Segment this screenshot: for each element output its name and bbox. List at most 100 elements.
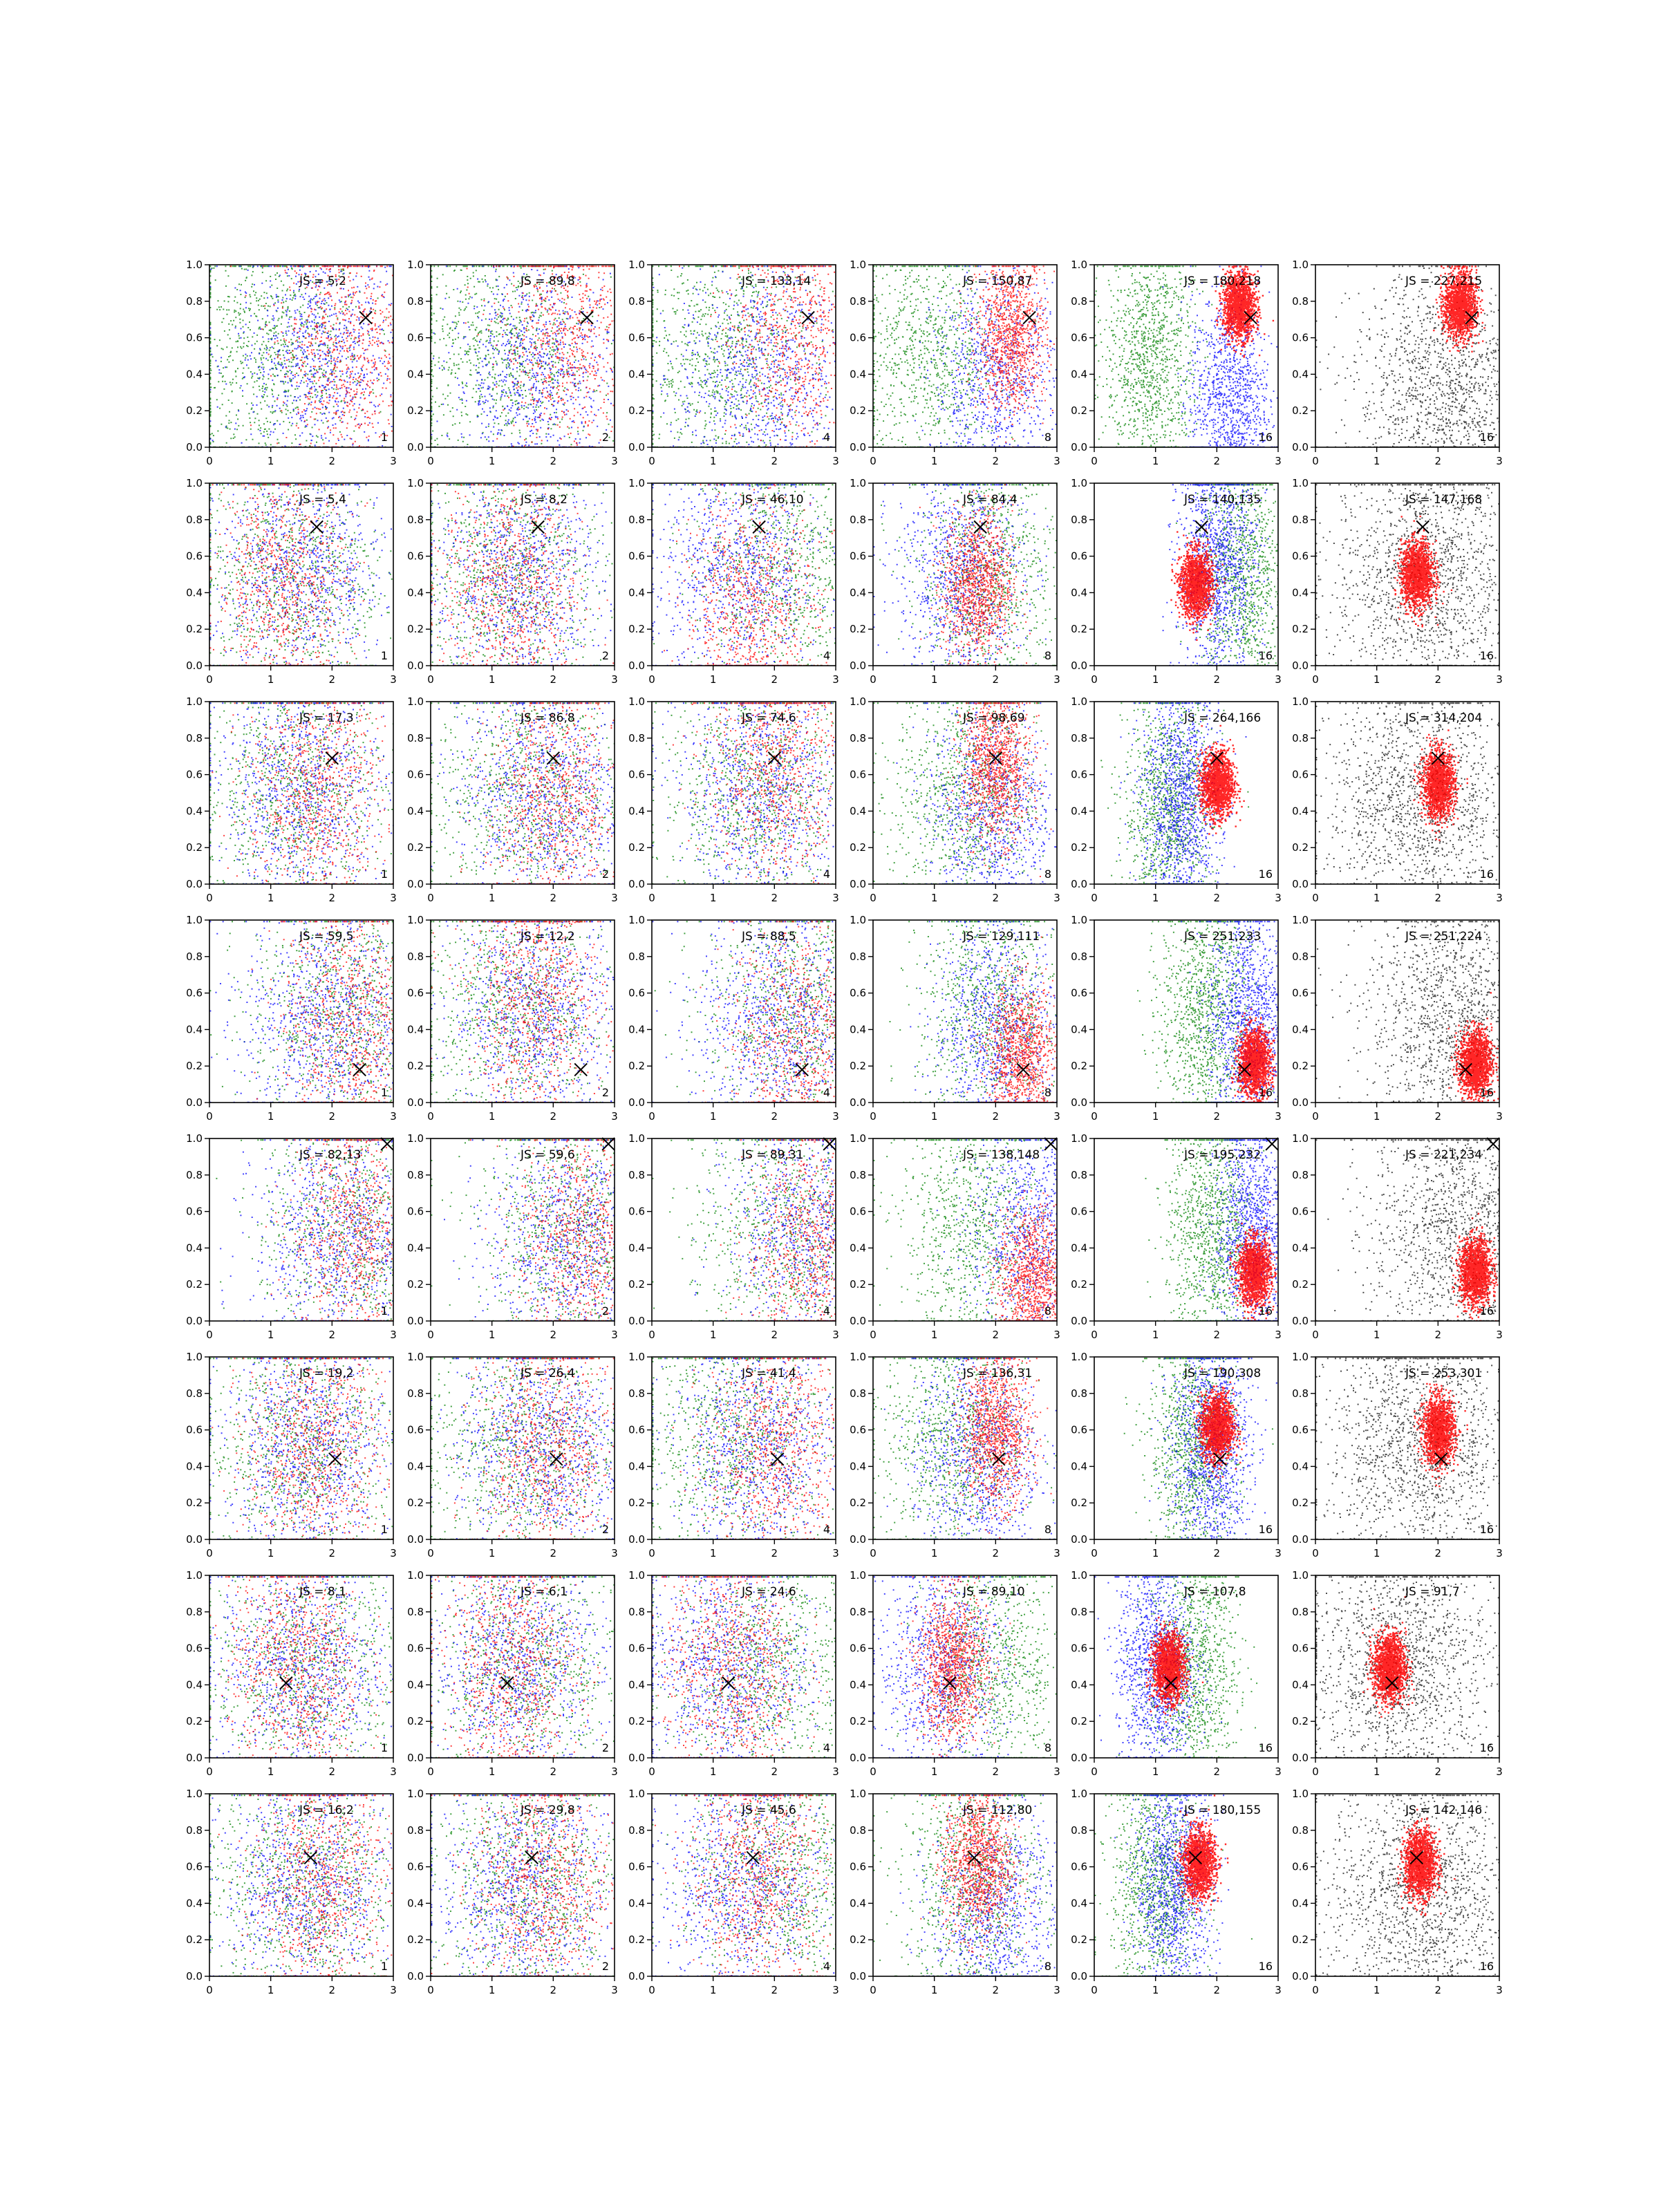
x-tick-label: 1: [931, 1765, 938, 1778]
y-tick-label: 0.4: [628, 805, 645, 817]
y-tick-label: 0.4: [407, 368, 424, 380]
red-points: [700, 921, 836, 1103]
x-tick-label: 2: [993, 673, 1000, 686]
x-tick-label: 3: [1275, 455, 1282, 467]
x-tick-label: 1: [268, 892, 274, 904]
y-tick-label: 0.8: [1071, 1606, 1087, 1618]
y-tick-label: 0.8: [1071, 1169, 1087, 1181]
panel-count-label: 16: [1480, 1086, 1494, 1099]
x-marker-icon: [359, 312, 372, 324]
y-tick-label: 0.4: [186, 368, 203, 380]
panel-count-label: 8: [1044, 431, 1051, 444]
y-tick-label: 0.2: [628, 1497, 645, 1509]
js-annotation: JS = 74,6: [741, 711, 796, 725]
x-marker-icon: [796, 1063, 808, 1076]
black-points: [1315, 702, 1500, 884]
y-tick-label: 1.0: [407, 1569, 424, 1582]
y-tick-label: 0.4: [850, 586, 866, 599]
x-tick-label: 3: [1275, 1984, 1282, 1996]
x-tick-label: 2: [1435, 1547, 1442, 1559]
plot-area: [431, 921, 615, 1103]
red-points-points: [1413, 1376, 1468, 1487]
x-tick-label: 3: [1496, 1765, 1503, 1778]
js-annotation: JS = 89,8: [520, 274, 575, 288]
panel-r7-c2: JS = 6,120 1 2 30.00.20.40.60.81.0: [407, 1569, 618, 1778]
js-annotation: JS = 26,4: [520, 1367, 575, 1380]
y-tick-label: 0.6: [1071, 769, 1087, 781]
y-tick-label: 0.0: [628, 1315, 645, 1327]
y-tick-label: 1.0: [1071, 914, 1087, 926]
x-tick-label: 1: [1152, 892, 1159, 904]
x-marker-icon: [1416, 521, 1429, 533]
y-tick-label: 1.0: [1292, 1132, 1309, 1145]
panel-r2-c1: JS = 5,410 1 2 30.00.20.40.60.81.0: [186, 477, 397, 686]
x-tick-label: 0: [206, 1547, 213, 1559]
red-points-points: [252, 921, 395, 1103]
x-tick-label: 1: [489, 892, 496, 904]
y-tick-label: 0.4: [1292, 1897, 1309, 1909]
x-tick-label: 0: [870, 455, 877, 467]
js-annotation: JS = 142,146: [1405, 1803, 1482, 1817]
y-tick-label: 0.2: [1292, 1933, 1309, 1946]
x-tick-label: 0: [648, 892, 655, 904]
y-tick-label: 0.2: [850, 1060, 866, 1072]
green-points: [1124, 1358, 1274, 1539]
x-tick-label: 0: [870, 1547, 877, 1559]
x-tick-label: 0: [427, 1329, 434, 1341]
y-tick-label: 0.8: [1292, 950, 1309, 963]
x-tick-label: 1: [1152, 1110, 1159, 1123]
plot-area: [1124, 1358, 1277, 1539]
plot-area: [1100, 702, 1249, 884]
red-points-points: [470, 1139, 616, 1321]
js-annotation: JS = 29,8: [520, 1803, 575, 1817]
x-tick-label: 2: [771, 673, 778, 686]
y-tick-label: 1.0: [186, 477, 203, 489]
y-tick-label: 0.8: [1071, 732, 1087, 744]
x-tick-label: 0: [648, 1329, 655, 1341]
y-tick-label: 0.8: [407, 1387, 424, 1400]
red-points-points: [919, 484, 1031, 666]
y-tick-label: 1.0: [850, 477, 866, 489]
y-tick-label: 0.4: [1292, 368, 1309, 380]
blue-points: [209, 702, 394, 884]
green-points: [873, 702, 1058, 884]
js-annotation: JS = 8,2: [520, 493, 568, 507]
red-points-points: [265, 1139, 395, 1321]
y-tick-label: 0.8: [628, 1824, 645, 1837]
x-tick-label: 3: [390, 1110, 397, 1123]
x-tick-label: 0: [206, 1765, 213, 1778]
x-tick-label: 0: [1091, 1547, 1098, 1559]
panel-count-label: 8: [1044, 1086, 1051, 1099]
x-tick-label: 1: [1374, 673, 1380, 686]
y-tick-label: 1.0: [1292, 1351, 1309, 1363]
js-annotation: JS = 8,1: [299, 1585, 346, 1599]
y-tick-label: 0.8: [628, 1606, 645, 1618]
x-tick-label: 2: [771, 1765, 778, 1778]
y-tick-label: 0.4: [1292, 1023, 1309, 1035]
y-tick-label: 0.2: [628, 1278, 645, 1291]
x-tick-label: 2: [550, 673, 557, 686]
js-annotation: JS = 84,4: [962, 493, 1018, 507]
y-tick-label: 0.8: [407, 950, 424, 963]
plot-area: [652, 1576, 836, 1758]
green-points-points: [209, 702, 394, 884]
y-tick-label: 0.0: [186, 1096, 203, 1109]
panel-frame: [209, 1357, 393, 1539]
y-tick-label: 0.0: [628, 1096, 645, 1109]
x-tick-label: 0: [1091, 1984, 1098, 1996]
js-annotation: JS = 190,308: [1183, 1367, 1261, 1380]
x-tick-label: 2: [771, 892, 778, 904]
green-points: [431, 702, 615, 884]
y-tick-label: 0.2: [1292, 404, 1309, 417]
green-points: [431, 921, 615, 1103]
green-points: [873, 1794, 1058, 1976]
green-points-points: [209, 921, 394, 1103]
x-tick-label: 1: [1374, 1984, 1380, 1996]
js-annotation: JS = 264,166: [1183, 711, 1261, 725]
js-annotation: JS = 221,234: [1405, 1148, 1482, 1162]
x-tick-label: 3: [832, 1765, 839, 1778]
y-tick-label: 0.6: [628, 1642, 645, 1655]
x-tick-label: 2: [550, 1329, 557, 1341]
